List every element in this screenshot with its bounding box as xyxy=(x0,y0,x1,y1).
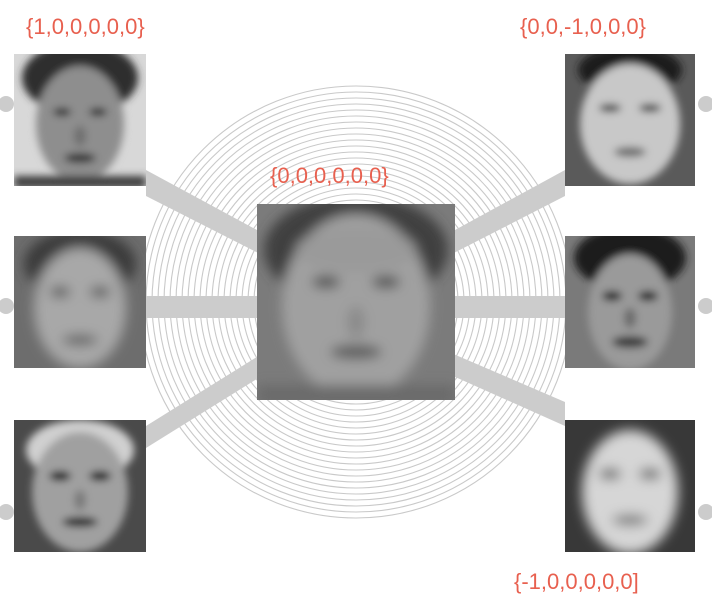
connector-top-right xyxy=(444,170,565,258)
connectors xyxy=(0,96,712,520)
edge-knob-left-3 xyxy=(0,504,14,520)
face-left-middle xyxy=(14,236,146,368)
label-top-left: {1,0,0,0,0,0} xyxy=(26,14,145,39)
label-center: {0,0,0,0,0,0} xyxy=(270,163,389,188)
label-top-right: {0,0,-1,0,0,0} xyxy=(520,14,646,39)
face-center xyxy=(257,204,455,400)
connector-mid-right xyxy=(455,296,565,318)
face-left-top xyxy=(14,54,146,186)
connector-mid-left xyxy=(146,296,258,318)
edge-knob-right-1 xyxy=(698,96,712,112)
edge-knob-right-2 xyxy=(698,298,712,314)
edge-knob-left-1 xyxy=(0,96,14,112)
edge-knob-left-2 xyxy=(0,298,14,314)
face-right-top xyxy=(565,54,695,186)
face-left-bottom xyxy=(14,420,146,552)
edge-knob-right-3 xyxy=(698,504,712,520)
connector-bottom-left xyxy=(146,350,268,448)
face-right-middle xyxy=(565,236,695,368)
connector-bottom-right xyxy=(444,350,565,426)
label-bottom-right: {-1,0,0,0,0,0] xyxy=(514,569,639,594)
connector-top-left xyxy=(146,170,268,258)
face-right-bottom xyxy=(565,420,695,552)
